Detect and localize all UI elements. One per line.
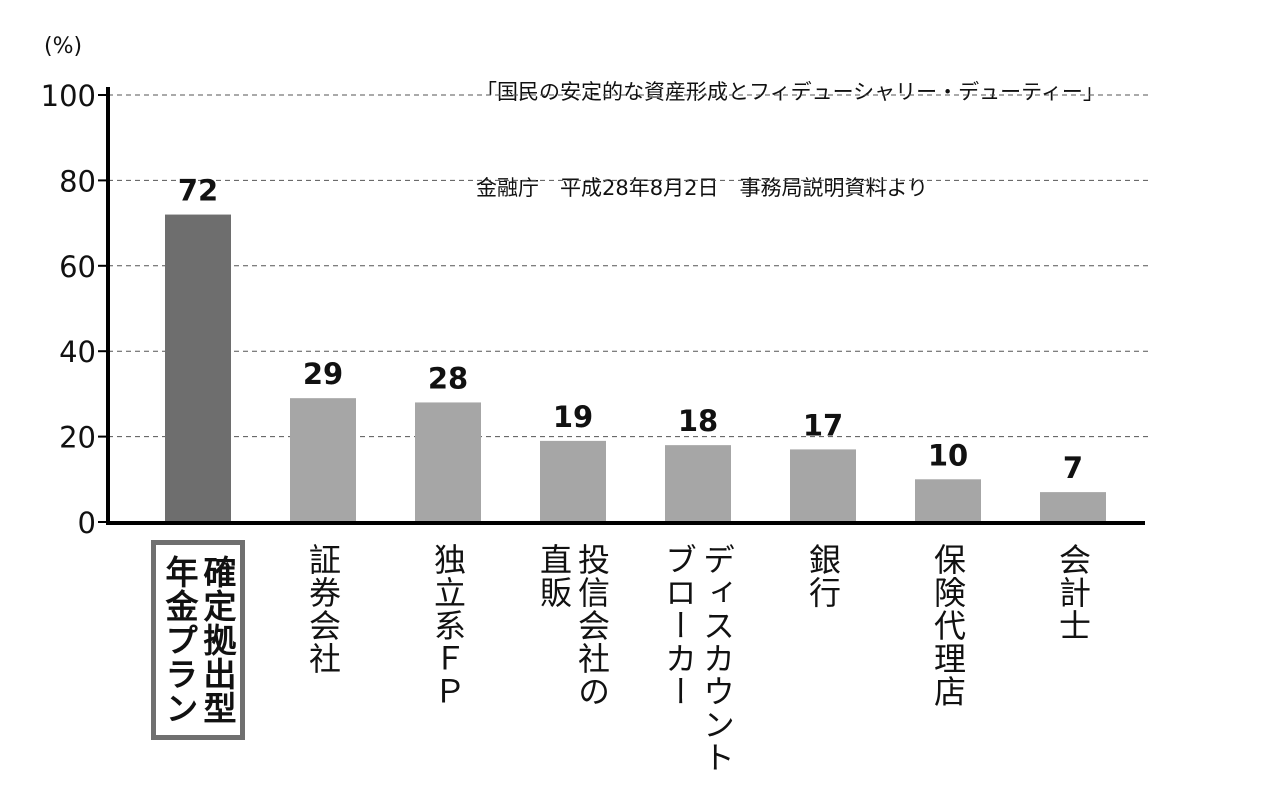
x-category-label: 証券会社 (304, 543, 342, 675)
x-category-label: 会計士 (1054, 543, 1092, 642)
x-category-label-line: ディスカウント (698, 543, 736, 774)
bar (915, 479, 981, 522)
x-category-label-line: ブローカー (660, 543, 698, 708)
x-category-label-line: 独立系ＦＰ (429, 543, 467, 708)
bar-value-label: 17 (803, 408, 843, 442)
x-category-label: ディスカウント ブローカー (660, 543, 736, 774)
x-category-label: 保険代理店 (929, 543, 967, 708)
x-category-label-line: 銀行 (804, 543, 842, 609)
x-category-label: 確定拠出型 年金プラン (151, 540, 245, 740)
y-tick-label: 100 (41, 79, 96, 113)
x-category-label: 投信会社の 直販 (535, 543, 611, 708)
x-category-label-line: 確定拠出型 (198, 555, 237, 725)
x-category-label: 銀行 (804, 543, 842, 609)
x-category-label-line: 直販 (535, 543, 573, 609)
bar-value-label: 10 (928, 438, 968, 472)
y-tick-label: 40 (59, 335, 96, 369)
bar (790, 449, 856, 522)
x-category-label-line: 証券会社 (304, 543, 342, 675)
y-tick-label: 20 (59, 421, 96, 455)
bar (540, 440, 606, 522)
x-category-label-line: 会計士 (1054, 543, 1092, 642)
bar-value-label: 19 (553, 400, 593, 434)
y-tick-label: 0 (78, 506, 96, 540)
bar (165, 214, 231, 522)
y-tick-label: 60 (59, 250, 96, 284)
x-category-label-line: 年金プラン (160, 555, 199, 725)
bar-value-label: 18 (678, 404, 718, 438)
bar (290, 398, 356, 522)
bar-value-label: 28 (428, 361, 468, 395)
bar (415, 402, 481, 522)
bar-value-label: 72 (178, 174, 218, 208)
x-category-label-line: 投信会社の (573, 543, 611, 708)
source-note: 「国民の安定的な資産形成とフィデューシャリー・デューティー」 金融庁 平成28年… (476, 12, 1104, 236)
bar (1040, 492, 1106, 522)
x-category-label: 独立系ＦＰ (429, 543, 467, 708)
bar (665, 445, 731, 522)
y-axis-unit: (%) (44, 34, 83, 59)
source-title: 「国民の安定的な資産形成とフィデューシャリー・デューティー」 (476, 80, 1104, 104)
bar-value-label: 7 (1063, 451, 1083, 485)
y-tick-label: 80 (59, 164, 96, 198)
bar-value-label: 29 (303, 357, 343, 391)
x-category-label-line: 保険代理店 (929, 543, 967, 708)
